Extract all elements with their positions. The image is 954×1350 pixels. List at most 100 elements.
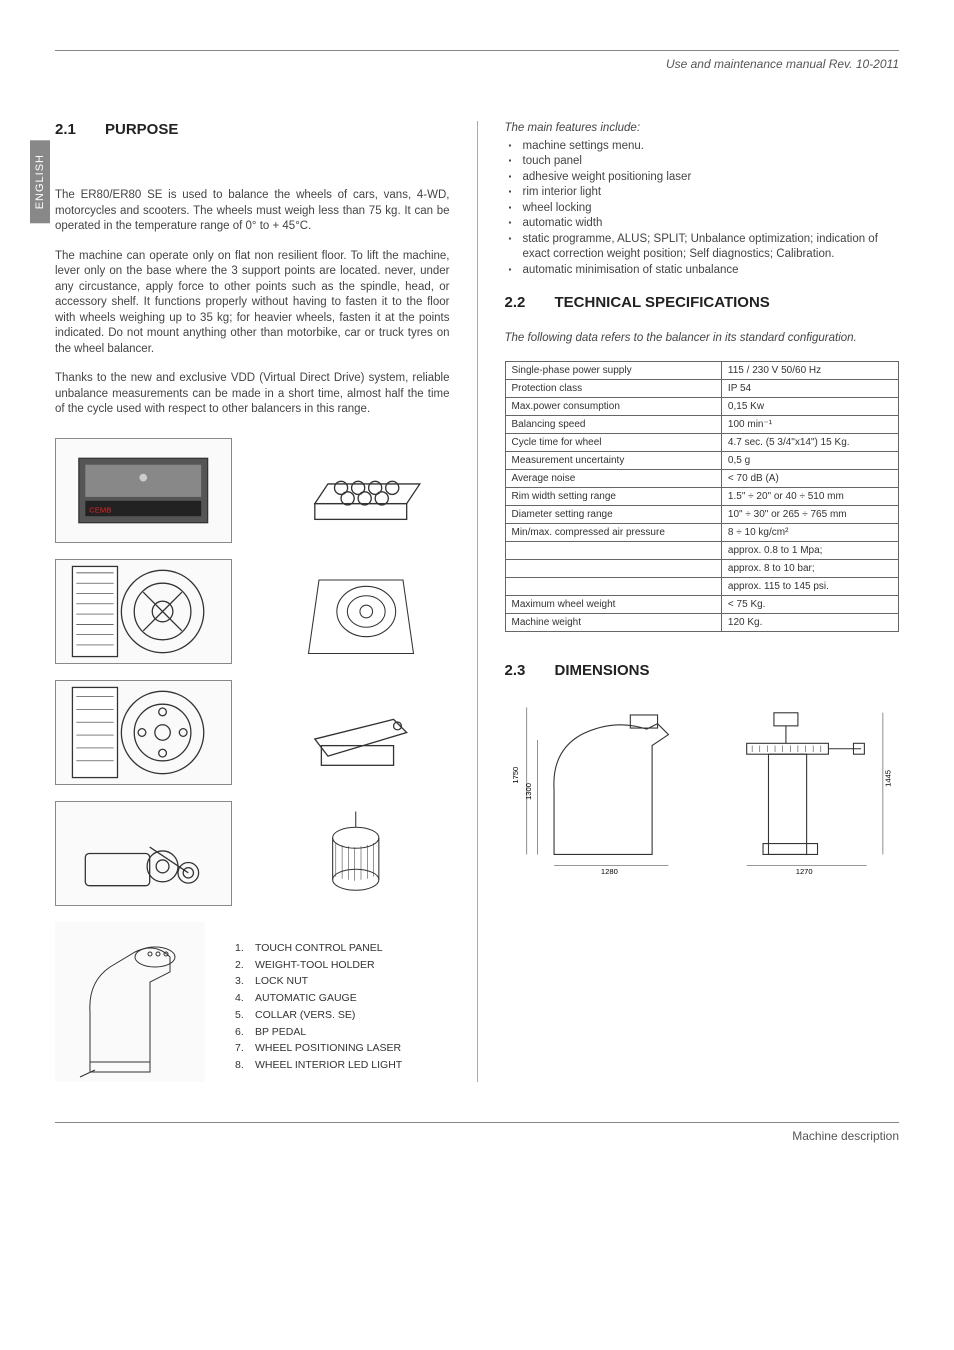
dimension-figures: 1750 1300 1280 xyxy=(505,699,900,869)
spec-row: approx. 8 to 10 bar; xyxy=(505,559,899,577)
spec-row: Min/max. compressed air pressure8 ÷ 10 k… xyxy=(505,523,899,541)
section-title: PURPOSE xyxy=(105,121,178,138)
purpose-para-3: Thanks to the new and exclusive VDD (Vir… xyxy=(55,371,450,418)
spec-value: 115 / 230 V 50/60 Hz xyxy=(721,361,898,379)
header-rule xyxy=(55,50,899,51)
part-item: TOUCH CONTROL PANEL xyxy=(235,940,402,957)
feature-item: machine settings menu. xyxy=(505,139,900,155)
fig-gauge xyxy=(55,801,232,906)
section-2-3-heading: 2.3 DIMENSIONS xyxy=(505,662,900,679)
spec-value: 0,15 Kw xyxy=(721,397,898,415)
spec-row: approx. 0.8 to 1 Mpa; xyxy=(505,541,899,559)
spec-label: Cycle time for wheel xyxy=(505,433,721,451)
spec-value: 8 ÷ 10 kg/cm² xyxy=(721,523,898,541)
section-title: DIMENSIONS xyxy=(555,662,650,679)
part-item: WHEEL INTERIOR LED LIGHT xyxy=(235,1057,402,1074)
svg-text:1270: 1270 xyxy=(795,867,812,876)
fig-collar xyxy=(272,801,449,906)
spec-label: Average noise xyxy=(505,469,721,487)
column-divider xyxy=(477,121,478,1082)
part-item: LOCK NUT xyxy=(235,973,402,990)
fig-pedal xyxy=(272,680,449,785)
spec-value: approx. 0.8 to 1 Mpa; xyxy=(721,541,898,559)
svg-text:1750: 1750 xyxy=(511,767,520,784)
spec-label: Protection class xyxy=(505,379,721,397)
purpose-para-1: The ER80/ER80 SE is used to balance the … xyxy=(55,188,450,235)
spec-value: 100 min⁻¹ xyxy=(721,415,898,433)
spec-row: Max.power consumption0,15 Kw xyxy=(505,397,899,415)
spec-row: Protection classIP 54 xyxy=(505,379,899,397)
part-item: WEIGHT-TOOL HOLDER xyxy=(235,957,402,974)
spec-label: Max.power consumption xyxy=(505,397,721,415)
part-item: COLLAR (VERS. SE) xyxy=(235,1007,402,1024)
features-list: machine settings menu. touch panel adhes… xyxy=(505,139,900,279)
fig-machine-overview xyxy=(55,922,205,1082)
feature-item: wheel locking xyxy=(505,201,900,217)
parts-list: TOUCH CONTROL PANEL WEIGHT-TOOL HOLDER L… xyxy=(235,922,402,1074)
spec-label xyxy=(505,559,721,577)
spec-value: < 75 Kg. xyxy=(721,595,898,613)
part-item: AUTOMATIC GAUGE xyxy=(235,990,402,1007)
spec-row: Machine weight120 Kg. xyxy=(505,613,899,631)
section-2-1-heading: 2.1 PURPOSE xyxy=(55,121,450,138)
right-column: The main features include: machine setti… xyxy=(505,121,900,1082)
spec-row: Average noise< 70 dB (A) xyxy=(505,469,899,487)
fig-tool-holder xyxy=(272,438,449,543)
spec-row: approx. 115 to 145 psi. xyxy=(505,577,899,595)
spec-row: Diameter setting range10" ÷ 30" or 265 ÷… xyxy=(505,505,899,523)
spec-value: 0,5 g xyxy=(721,451,898,469)
spec-intro: The following data refers to the balance… xyxy=(505,331,900,347)
spec-table: Single-phase power supply115 / 230 V 50/… xyxy=(505,361,900,632)
spec-label: Measurement uncertainty xyxy=(505,451,721,469)
page-footer: Machine description xyxy=(55,1122,899,1143)
part-item: BP PEDAL xyxy=(235,1024,402,1041)
spec-label: Balancing speed xyxy=(505,415,721,433)
spec-value: approx. 8 to 10 bar; xyxy=(721,559,898,577)
spec-label: Rim width setting range xyxy=(505,487,721,505)
spec-value: 1.5" ÷ 20" or 40 ÷ 510 mm xyxy=(721,487,898,505)
feature-item: rim interior light xyxy=(505,185,900,201)
spec-label: Machine weight xyxy=(505,613,721,631)
part-item: WHEEL POSITIONING LASER xyxy=(235,1040,402,1057)
section-title: TECHNICAL SPECIFICATIONS xyxy=(555,294,770,311)
dim-side-view: 1445 1270 xyxy=(714,699,899,869)
spec-row: Single-phase power supply115 / 230 V 50/… xyxy=(505,361,899,379)
spec-value: 120 Kg. xyxy=(721,613,898,631)
language-tab: ENGLISH xyxy=(30,140,50,223)
page-header: Use and maintenance manual Rev. 10-2011 xyxy=(55,57,899,71)
fig-control-panel: CEMB xyxy=(55,438,232,543)
section-2-2-heading: 2.2 TECHNICAL SPECIFICATIONS xyxy=(505,294,900,311)
spec-value: IP 54 xyxy=(721,379,898,397)
spec-row: Measurement uncertainty0,5 g xyxy=(505,451,899,469)
spec-label: Min/max. compressed air pressure xyxy=(505,523,721,541)
spec-value: 10" ÷ 30" or 265 ÷ 765 mm xyxy=(721,505,898,523)
fig-wheel-1 xyxy=(55,559,232,664)
spec-label: Single-phase power supply xyxy=(505,361,721,379)
svg-text:1445: 1445 xyxy=(883,770,892,787)
fig-spindle xyxy=(272,559,449,664)
dim-front-view: 1750 1300 1280 xyxy=(505,699,690,869)
feature-item: static programme, ALUS; SPLIT; Unbalance… xyxy=(505,232,900,263)
section-number: 2.3 xyxy=(505,662,535,679)
section-number: 2.1 xyxy=(55,121,85,138)
spec-label: Diameter setting range xyxy=(505,505,721,523)
svg-text:CEMB: CEMB xyxy=(90,505,112,514)
figure-grid: CEMB xyxy=(55,438,450,906)
spec-label xyxy=(505,541,721,559)
feature-item: automatic width xyxy=(505,216,900,232)
section-number: 2.2 xyxy=(505,294,535,311)
spec-label: Maximum wheel weight xyxy=(505,595,721,613)
spec-value: approx. 115 to 145 psi. xyxy=(721,577,898,595)
purpose-para-2: The machine can operate only on flat non… xyxy=(55,249,450,358)
spec-row: Maximum wheel weight< 75 Kg. xyxy=(505,595,899,613)
feature-item: adhesive weight positioning laser xyxy=(505,170,900,186)
svg-text:1300: 1300 xyxy=(524,783,533,800)
spec-row: Balancing speed100 min⁻¹ xyxy=(505,415,899,433)
left-column: 2.1 PURPOSE The ER80/ER80 SE is used to … xyxy=(55,121,450,1082)
features-intro: The main features include: xyxy=(505,121,900,137)
spec-label xyxy=(505,577,721,595)
spec-row: Cycle time for wheel4.7 sec. (5 3/4"x14"… xyxy=(505,433,899,451)
feature-item: touch panel xyxy=(505,154,900,170)
fig-wheel-2 xyxy=(55,680,232,785)
svg-text:1280: 1280 xyxy=(600,867,617,876)
